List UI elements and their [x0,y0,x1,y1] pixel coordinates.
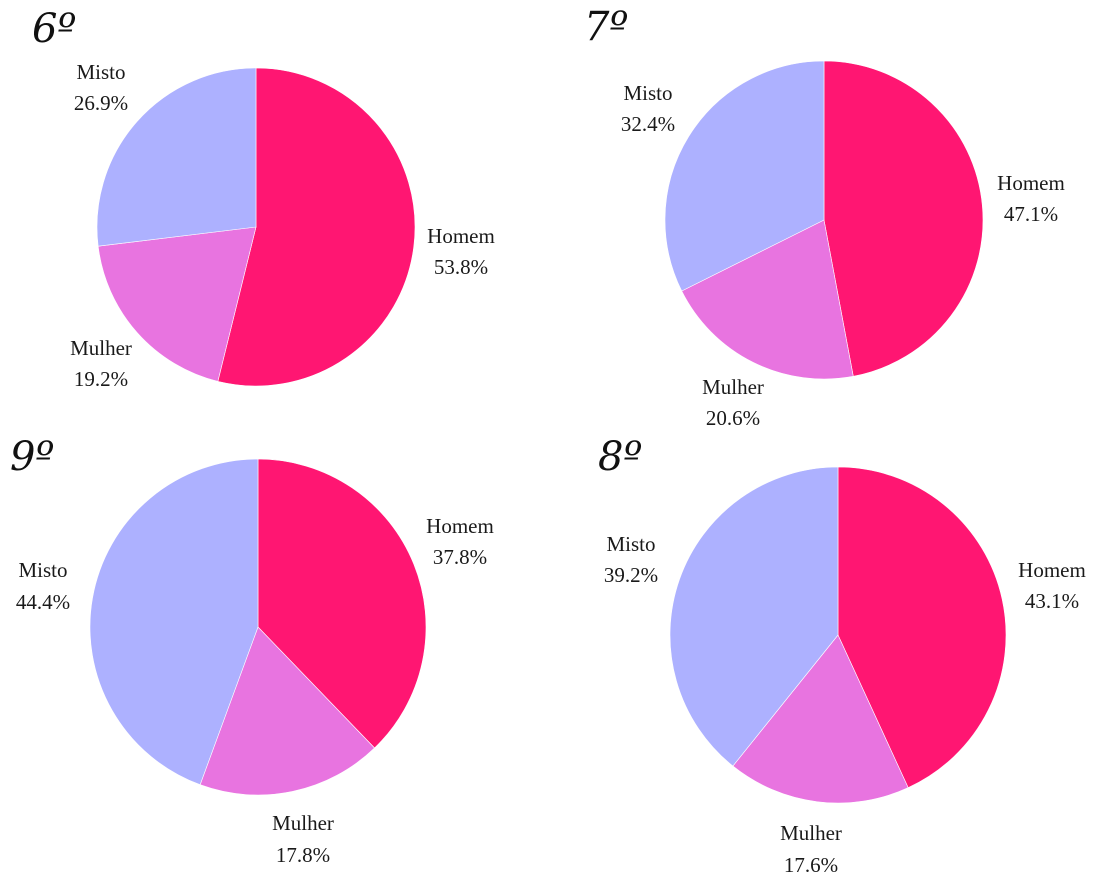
slice-label-9-homem: Homem [426,514,494,538]
slice-value-6-misto: 26.9% [74,91,128,115]
slice-label-group-8-misto: Misto 39.2% [604,532,658,587]
slice-value-7-mulher: 20.6% [706,406,760,430]
pie-title-7: 7º [584,4,628,50]
slice-value-6-mulher: 19.2% [74,367,128,391]
slice-value-9-homem: 37.8% [433,545,487,569]
slice-label-group-8-mulher: Mulher 17.6% [780,821,842,877]
pie-slices-8 [669,466,1007,804]
pie-slice-9-misto [89,458,259,786]
slice-label-7-homem: Homem [997,171,1065,195]
slice-label-7-misto: Misto [623,81,672,105]
pie-chart-6: 6º Homem 53.8% Mulher 19.2% Misto 26.9% [32,6,495,391]
slice-label-6-mulher: Mulher [70,336,132,360]
pie-title-6: 6º [32,6,76,52]
slice-value-7-homem: 47.1% [1004,202,1058,226]
pie-chart-7: 7º Homem 47.1% Mulher 20.6% Misto 32.4% [584,4,1065,430]
slice-value-7-misto: 32.4% [621,112,675,136]
slice-label-6-homem: Homem [427,224,495,248]
pie-slices-6 [96,67,416,387]
pie-slice-6-misto [96,67,257,247]
slice-label-group-6-misto: Misto 26.9% [74,60,128,115]
slice-value-9-misto: 44.4% [16,590,70,614]
slice-label-group-7-misto: Misto 32.4% [621,81,675,136]
slice-label-group-9-mulher: Mulher 17.8% [272,811,334,867]
pie-slice-6-mulher [97,226,257,382]
pie-slice-7-mulher [681,219,854,380]
pie-slice-9-homem [257,458,427,749]
pie-slices-7 [664,60,984,380]
slice-value-8-mulher: 17.6% [784,853,838,877]
slice-value-9-mulher: 17.8% [276,843,330,867]
pie-slice-9-mulher [199,626,375,796]
pie-chart-8: 8º Homem 43.1% Mulher 17.6% Misto 39.2% [598,434,1086,877]
slice-value-8-homem: 43.1% [1025,589,1079,613]
slice-label-9-misto: Misto [18,558,67,582]
pie-slice-7-misto [664,60,825,292]
pie-slice-8-homem [837,466,1007,789]
slice-label-group-6-homem: Homem 53.8% [427,224,495,279]
slice-label-6-misto: Misto [76,60,125,84]
slice-label-group-9-misto: Misto 44.4% [16,558,70,614]
pie-slice-6-homem [217,67,416,387]
slice-label-7-mulher: Mulher [702,375,764,399]
slice-label-group-7-mulher: Mulher 20.6% [702,375,764,430]
slice-label-group-7-homem: Homem 47.1% [997,171,1065,226]
slice-value-6-homem: 53.8% [434,255,488,279]
pie-chart-9: 9º Homem 37.8% Mulher 17.8% Misto 44.4% [10,434,494,867]
slice-label-8-misto: Misto [606,532,655,556]
slice-label-9-mulher: Mulher [272,811,334,835]
pie-title-9: 9º [10,434,54,480]
slice-label-group-6-mulher: Mulher 19.2% [70,336,132,391]
pie-slices-9 [89,458,427,796]
slice-label-group-8-homem: Homem 43.1% [1018,558,1086,613]
slice-label-8-mulher: Mulher [780,821,842,845]
pie-slice-8-mulher [732,634,909,804]
pie-slice-8-misto [669,466,839,767]
slice-label-group-9-homem: Homem 37.8% [426,514,494,569]
pie-slice-7-homem [823,60,984,377]
pie-title-8: 8º [598,434,642,480]
slice-label-8-homem: Homem [1018,558,1086,582]
slice-value-8-misto: 39.2% [604,563,658,587]
